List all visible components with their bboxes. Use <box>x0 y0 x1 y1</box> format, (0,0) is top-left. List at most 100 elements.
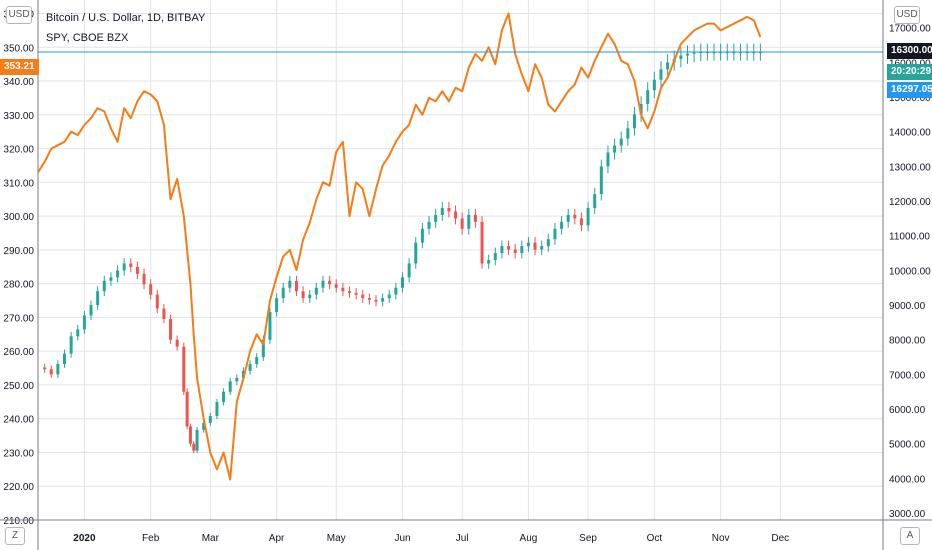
btc-candle-42 <box>301 291 305 299</box>
btc-candle-36 <box>261 339 265 358</box>
left-axis-unit-label[interactable]: USD <box>6 6 32 24</box>
x-tick-label-8: Sep <box>579 533 597 544</box>
btc-candle-70 <box>487 260 491 264</box>
btc-candle-7 <box>82 315 86 330</box>
btc-candle-48 <box>341 287 345 292</box>
btc-candle-77 <box>533 242 537 250</box>
right-tick-label-0: 3000.00 <box>889 509 926 520</box>
plot-area <box>38 0 883 520</box>
btc-last-price-tag: 16297.05 <box>887 82 932 98</box>
btc-candle-14 <box>129 263 133 267</box>
btc-candle-102 <box>699 52 703 54</box>
spy-last-price-tag: 353.21 <box>0 59 39 75</box>
right-tick-label-7: 10000.00 <box>889 266 931 277</box>
chart-legend: Bitcoin / U.S. Dollar, 1D, BITBAY SPY, C… <box>46 8 205 48</box>
btc-candle-1 <box>43 367 47 370</box>
btc-candle-54 <box>381 298 385 302</box>
btc-candle-64 <box>447 208 451 212</box>
right-axis-unit-label[interactable]: USD <box>894 6 920 24</box>
btc-candle-30 <box>222 391 226 403</box>
btc-candle-81 <box>560 221 564 229</box>
x-tick-label-3: Apr <box>269 533 285 544</box>
btc-candle-80 <box>553 228 557 240</box>
btc-candle-59 <box>414 242 418 264</box>
btc-candle-38 <box>275 298 279 312</box>
right-tick-label-10: 13000.00 <box>889 162 931 173</box>
btc-candle-46 <box>328 280 332 285</box>
btc-candle-11 <box>109 277 113 281</box>
btc-candle-25 <box>192 443 196 451</box>
right-tick-label-4: 7000.00 <box>889 370 926 381</box>
btc-candle-104 <box>712 52 716 54</box>
btc-candle-74 <box>513 249 517 254</box>
left-tick-label-6: 270.00 <box>3 313 34 324</box>
btc-candle-86 <box>593 194 597 208</box>
btc-candle-13 <box>122 263 126 271</box>
btc-candle-49 <box>347 291 351 293</box>
btc-candle-3 <box>56 364 60 375</box>
btc-candle-4 <box>63 353 67 364</box>
left-tick-label-11: 320.00 <box>3 145 34 156</box>
btc-candle-9 <box>96 291 100 306</box>
zoom-button[interactable]: Z <box>5 527 25 545</box>
btc-candle-90 <box>619 138 623 146</box>
left-tick-label-9: 300.00 <box>3 212 34 223</box>
btc-candle-39 <box>281 287 285 299</box>
btc-candle-31 <box>228 381 232 392</box>
right-tick-label-9: 12000.00 <box>889 197 931 208</box>
x-tick-label-9: Oct <box>647 533 663 544</box>
btc-candle-20 <box>169 318 173 340</box>
btc-candle-97 <box>666 62 670 70</box>
btc-candle-8 <box>89 305 93 316</box>
btc-candle-68 <box>473 214 477 222</box>
btc-candle-96 <box>659 69 663 80</box>
left-tick-label-3: 240.00 <box>3 415 34 426</box>
right-tick-label-14: 17000.00 <box>889 24 931 35</box>
x-tick-label-7: Aug <box>520 533 538 544</box>
btc-candle-79 <box>546 239 550 247</box>
btc-candle-109 <box>745 52 749 54</box>
btc-candle-72 <box>500 246 504 254</box>
btc-candle-24 <box>188 426 192 444</box>
auto-scale-button[interactable]: A <box>900 527 920 545</box>
btc-candle-29 <box>215 402 219 416</box>
btc-candle-87 <box>599 166 603 195</box>
left-tick-label-12: 330.00 <box>3 111 34 122</box>
right-tick-label-5: 8000.00 <box>889 336 926 347</box>
btc-candle-47 <box>334 284 338 288</box>
left-tick-label-4: 250.00 <box>3 381 34 392</box>
btc-candle-63 <box>440 208 444 215</box>
left-tick-label-13: 340.00 <box>3 77 34 88</box>
left-tick-label-2: 230.00 <box>3 448 34 459</box>
btc-candle-67 <box>467 214 471 229</box>
btc-candle-40 <box>288 280 292 288</box>
btc-candle-28 <box>208 416 212 423</box>
btc-candle-100 <box>685 53 689 56</box>
btc-candle-22 <box>182 346 186 392</box>
btc-candle-78 <box>540 246 544 250</box>
btc-candle-69 <box>480 221 484 264</box>
btc-candle-53 <box>374 299 378 302</box>
left-tick-label-8: 290.00 <box>3 246 34 257</box>
btc-candle-95 <box>652 79 656 91</box>
btc-candle-107 <box>732 52 736 54</box>
btc-candle-84 <box>579 218 583 226</box>
btc-candle-16 <box>142 273 146 285</box>
btc-candle-88 <box>606 152 610 167</box>
legend-btc: Bitcoin / U.S. Dollar, 1D, BITBAY <box>46 12 206 24</box>
x-tick-label-0: 2020 <box>73 533 96 544</box>
left-tick-label-7: 280.00 <box>3 280 34 291</box>
btc-candle-75 <box>520 246 524 254</box>
btc-candle-58 <box>407 263 411 278</box>
btc-countdown-tag: 20:20:29 <box>887 64 932 80</box>
btc-candle-2 <box>49 369 53 375</box>
x-tick-label-1: Feb <box>142 533 160 544</box>
btc-candle-57 <box>401 277 405 288</box>
btc-line-price-tag: 16300.00 <box>887 43 932 59</box>
btc-candle-34 <box>248 364 252 371</box>
btc-candle-61 <box>427 221 431 229</box>
x-tick-label-6: Jul <box>456 533 469 544</box>
legend-spy: SPY, CBOE BZX <box>46 32 129 44</box>
btc-candle-89 <box>613 145 617 153</box>
